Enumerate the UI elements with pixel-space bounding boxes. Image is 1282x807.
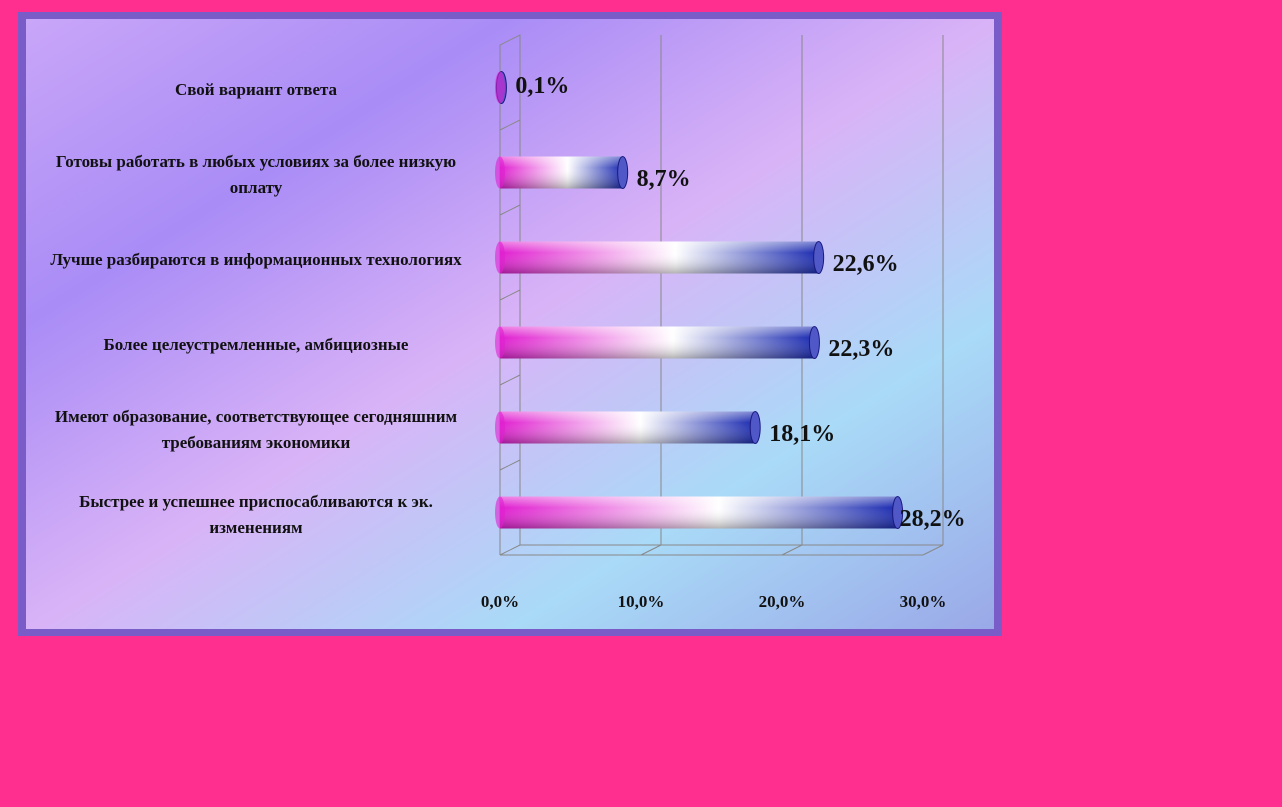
bar-base <box>495 71 505 104</box>
bar-base <box>495 496 505 529</box>
bar-base <box>495 411 505 444</box>
bar-cap <box>617 156 629 189</box>
x-tick-label: 10,0% <box>618 592 665 611</box>
category-label: Лучше разбираются в информационных техно… <box>50 249 462 269</box>
category-label: Имеют образование, соответствующее сегод… <box>54 406 458 452</box>
category-label: Готовы работать в любых условиях за боле… <box>55 151 457 197</box>
bar-shade <box>500 156 623 189</box>
value-label: 22,3% <box>828 336 894 362</box>
bar-base <box>495 241 505 274</box>
grid-line-floor <box>781 544 803 556</box>
bar-cap <box>892 496 904 529</box>
bar-cap <box>808 326 820 359</box>
value-label: 8,7% <box>637 166 691 192</box>
bar-shade <box>500 496 898 529</box>
x-tick-label: 20,0% <box>759 592 806 611</box>
row-divider <box>499 289 521 301</box>
category-label: Свой вариант ответа <box>174 79 338 99</box>
category-label: Более целеустремленные, амбициозные <box>103 334 409 354</box>
value-label: 0,1% <box>515 73 569 99</box>
bar-base <box>495 156 505 189</box>
value-label: 22,6% <box>833 251 899 277</box>
bar-shade <box>500 241 819 274</box>
value-label: 28,2% <box>900 506 966 532</box>
bar-shade <box>500 326 815 359</box>
row-divider <box>499 119 521 131</box>
grid-line-floor <box>499 544 521 556</box>
bar-shade <box>500 411 756 444</box>
bar-cap <box>749 411 761 444</box>
grid-line-floor <box>922 544 944 556</box>
bar-cap <box>813 241 825 274</box>
bar-base <box>495 326 505 359</box>
category-label: Быстрее и успешнее приспосабливаются к э… <box>79 491 433 537</box>
grid-line-floor <box>640 544 662 556</box>
x-tick-label: 30,0% <box>900 592 947 611</box>
x-tick-label: 0,0% <box>481 592 519 611</box>
value-label: 18,1% <box>769 421 835 447</box>
row-divider <box>499 374 521 386</box>
row-divider <box>499 204 521 216</box>
row-divider <box>499 459 521 471</box>
